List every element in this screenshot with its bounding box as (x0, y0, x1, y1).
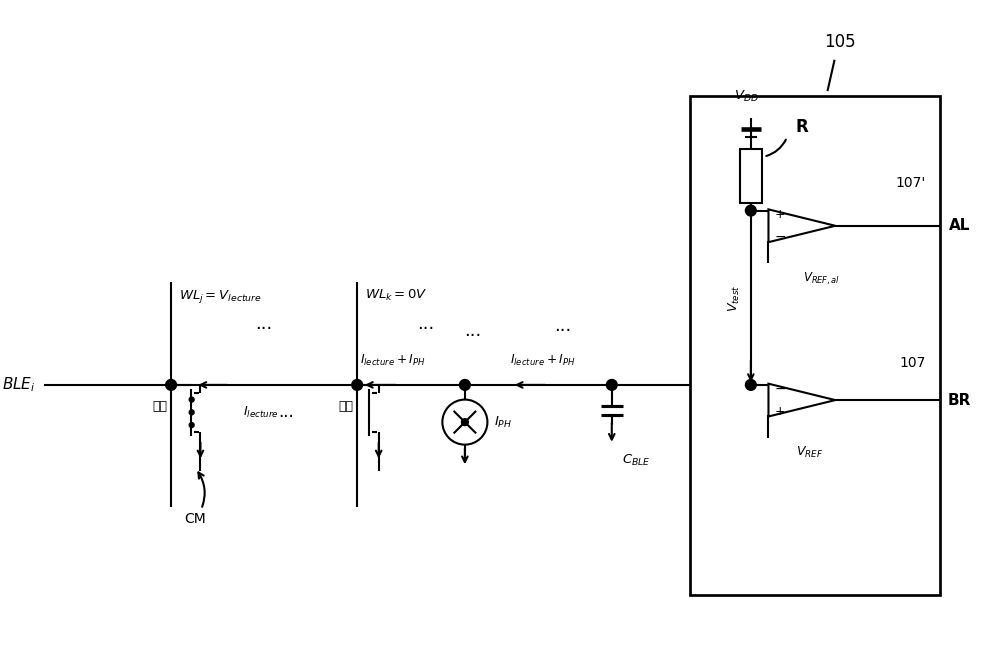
Text: 导通: 导通 (152, 400, 167, 413)
Circle shape (189, 410, 194, 415)
Text: $V_{REF,al}$: $V_{REF,al}$ (803, 270, 840, 287)
Circle shape (745, 205, 756, 216)
Text: +: + (775, 405, 786, 418)
Circle shape (606, 380, 617, 390)
Text: $V_{DD}$: $V_{DD}$ (734, 89, 758, 104)
Text: ...: ... (554, 317, 571, 335)
Text: −: − (774, 382, 786, 396)
Text: 截止: 截止 (338, 400, 353, 413)
Text: $I_{PH}$: $I_{PH}$ (494, 414, 512, 430)
Text: ...: ... (465, 322, 482, 340)
Text: $C_{BLE}$: $C_{BLE}$ (622, 452, 650, 468)
Text: $BLE_i$: $BLE_i$ (2, 376, 36, 394)
Text: 107': 107' (895, 176, 926, 190)
Text: $WL_k =0V$: $WL_k =0V$ (365, 288, 428, 303)
Circle shape (189, 423, 194, 428)
Text: CM: CM (185, 472, 206, 526)
Text: BR: BR (948, 392, 971, 408)
Text: ...: ... (417, 315, 434, 333)
Text: $I_{lecture}+I_{PH}$: $I_{lecture}+I_{PH}$ (510, 353, 576, 368)
Polygon shape (768, 384, 835, 416)
Text: ...: ... (278, 404, 294, 422)
Text: $I_{lecture}$: $I_{lecture}$ (243, 405, 278, 420)
Circle shape (745, 380, 756, 390)
Text: $WL_j =V_{lecture}$: $WL_j =V_{lecture}$ (179, 288, 262, 305)
Text: −: − (774, 230, 786, 244)
Circle shape (461, 419, 468, 426)
Text: AL: AL (949, 218, 970, 233)
Text: $V_{REF}$: $V_{REF}$ (796, 445, 823, 460)
Polygon shape (768, 209, 835, 242)
Text: $I_{lecture}+I_{PH}$: $I_{lecture}+I_{PH}$ (360, 353, 426, 368)
Text: R: R (795, 119, 808, 137)
Circle shape (442, 400, 487, 445)
Circle shape (189, 397, 194, 402)
Circle shape (459, 380, 470, 390)
Text: +: + (775, 208, 786, 221)
Circle shape (166, 380, 176, 390)
Text: 105: 105 (824, 33, 855, 51)
Text: 107: 107 (899, 356, 926, 370)
Bar (690, 96, 940, 595)
Bar (740, 149, 762, 202)
Circle shape (352, 380, 363, 390)
Text: $V_{test}$: $V_{test}$ (727, 284, 742, 312)
Text: ...: ... (256, 315, 273, 333)
